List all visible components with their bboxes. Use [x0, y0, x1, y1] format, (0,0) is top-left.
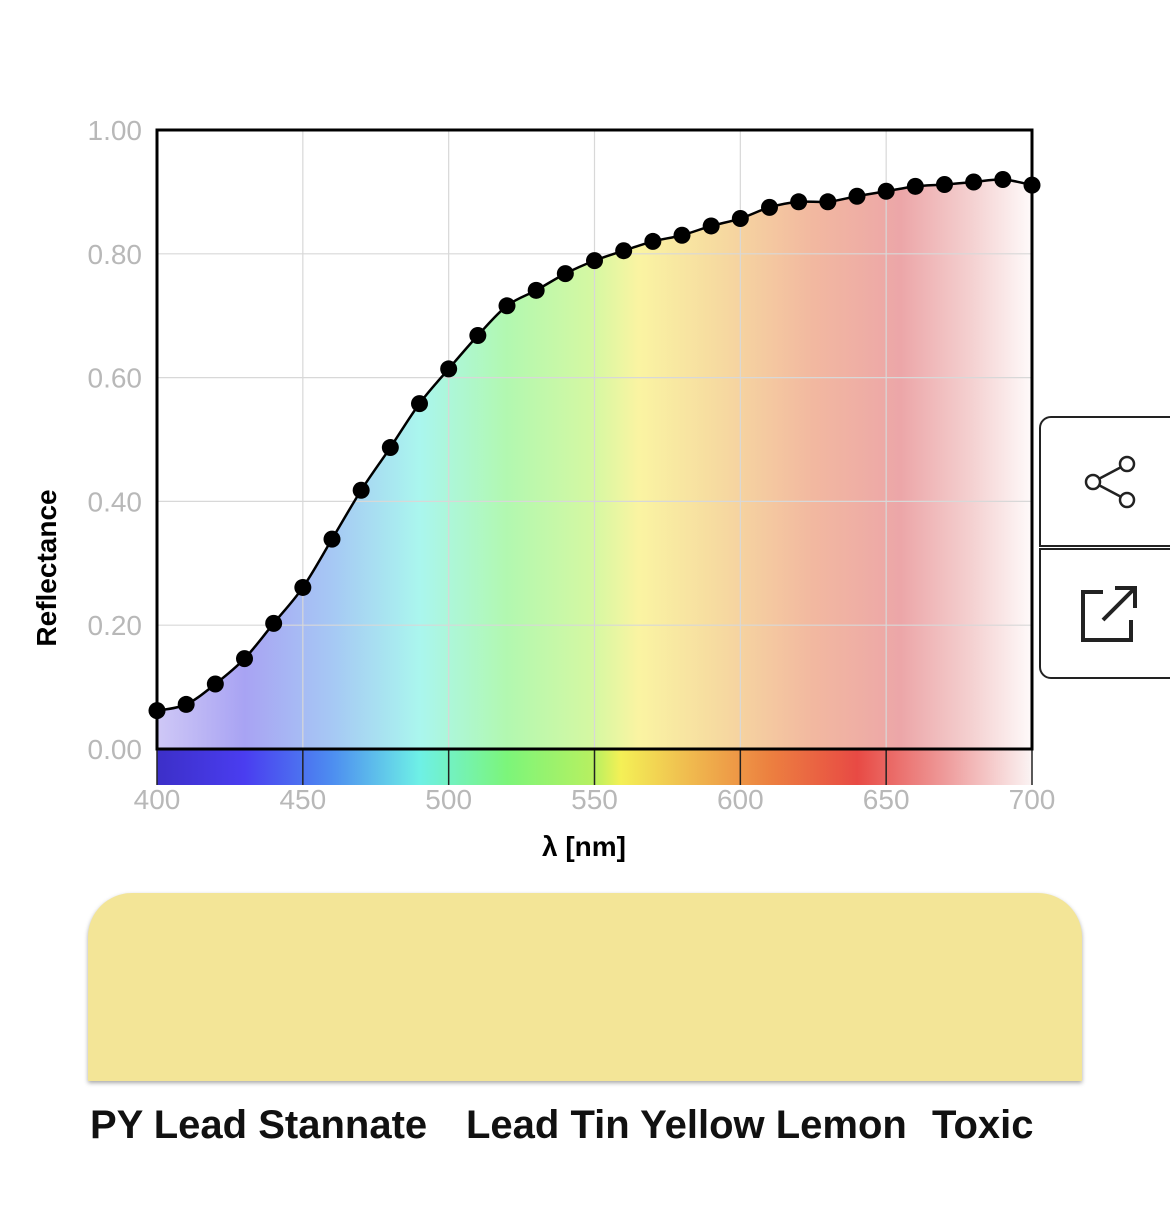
data-point — [877, 182, 895, 200]
y-tick-label: 0.00 — [88, 734, 143, 765]
data-point — [615, 242, 633, 260]
x-tick-label: 500 — [425, 784, 472, 815]
y-tick-label: 0.80 — [88, 239, 143, 270]
data-point — [556, 265, 574, 283]
data-point — [381, 439, 399, 457]
x-tick-label: 600 — [717, 784, 764, 815]
data-point — [673, 226, 691, 244]
x-tick-label: 700 — [1009, 784, 1056, 815]
plot-frame — [155, 128, 1034, 751]
y-tick-label: 0.60 — [88, 363, 143, 394]
x-axis-title: λ [nm] — [542, 831, 626, 862]
y-axis-ticks: 0.00 0.20 0.40 0.60 0.80 1.00 — [88, 115, 143, 765]
data-point — [323, 530, 341, 548]
data-point — [731, 210, 749, 228]
data-point — [469, 327, 487, 345]
data-point — [994, 171, 1012, 189]
data-point — [206, 675, 224, 693]
paint-name: Lead Tin Yellow Lemon — [466, 1103, 907, 1147]
data-point — [644, 232, 662, 250]
data-point — [906, 177, 924, 195]
data-point — [586, 252, 603, 270]
spectrum-band-ticks — [156, 749, 1033, 785]
y-tick-label: 0.40 — [88, 486, 143, 517]
y-tick-label: 0.20 — [88, 610, 143, 641]
share-button[interactable] — [1039, 416, 1170, 547]
data-point — [761, 198, 778, 216]
x-axis-ticks: 400 450 500 550 600 650 700 — [134, 784, 1056, 815]
data-point — [411, 395, 428, 413]
data-point — [440, 360, 458, 378]
color-swatch — [88, 893, 1082, 1081]
data-point — [702, 217, 720, 235]
data-point — [527, 281, 545, 299]
open-external-button[interactable] — [1039, 548, 1170, 679]
data-point — [177, 695, 195, 713]
paint-code: PY Lead Stannate — [90, 1103, 428, 1147]
x-tick-label: 450 — [279, 784, 326, 815]
data-point — [352, 481, 370, 499]
reflectance-points — [148, 171, 1041, 720]
data-point — [1023, 176, 1041, 194]
data-point — [236, 650, 253, 668]
x-tick-label: 400 — [134, 784, 181, 815]
data-point — [148, 702, 166, 720]
share-icon — [1084, 455, 1136, 508]
y-axis-title: Reflectance — [31, 489, 62, 646]
data-point — [965, 173, 983, 191]
y-tick-label: 1.00 — [88, 115, 143, 146]
data-point — [498, 297, 516, 315]
toxicity-label: Toxic — [932, 1103, 1034, 1147]
data-point — [790, 193, 808, 211]
spectral-reflectance-chart: 0.00 0.20 0.40 0.60 0.80 1.00 400 450 500 550 600… — [31, 115, 1056, 862]
data-point — [294, 578, 312, 596]
x-tick-label: 650 — [863, 784, 910, 815]
open-external-icon — [1081, 585, 1137, 642]
data-point — [848, 187, 866, 205]
data-point — [819, 193, 837, 211]
data-point — [936, 175, 953, 193]
x-tick-label: 550 — [571, 784, 618, 815]
data-point — [265, 614, 283, 632]
